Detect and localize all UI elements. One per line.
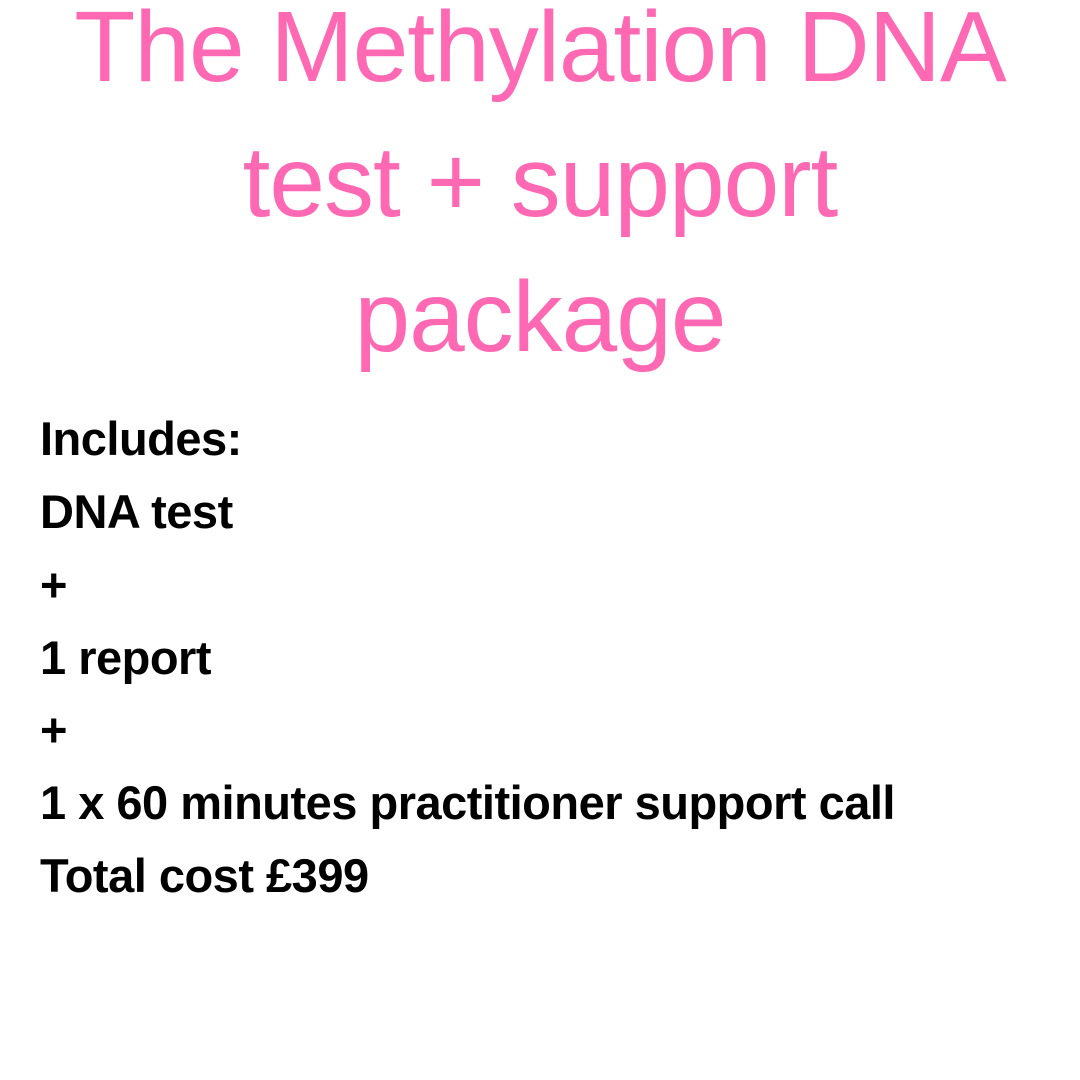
page-container: The Methylation DNA test + support packa… [0,0,1080,1060]
item-report: 1 report [40,622,1040,695]
plus-separator: + [40,549,1040,622]
plus-separator: + [40,694,1040,767]
package-details: Includes: DNA test + 1 report + 1 x 60 m… [40,403,1040,913]
item-dna-test: DNA test [40,476,1040,549]
package-title: The Methylation DNA test + support packa… [40,0,1040,385]
item-support-call: 1 x 60 minutes practitioner support call [40,767,1040,840]
total-cost: Total cost £399 [40,840,1040,913]
includes-label: Includes: [40,403,1040,476]
